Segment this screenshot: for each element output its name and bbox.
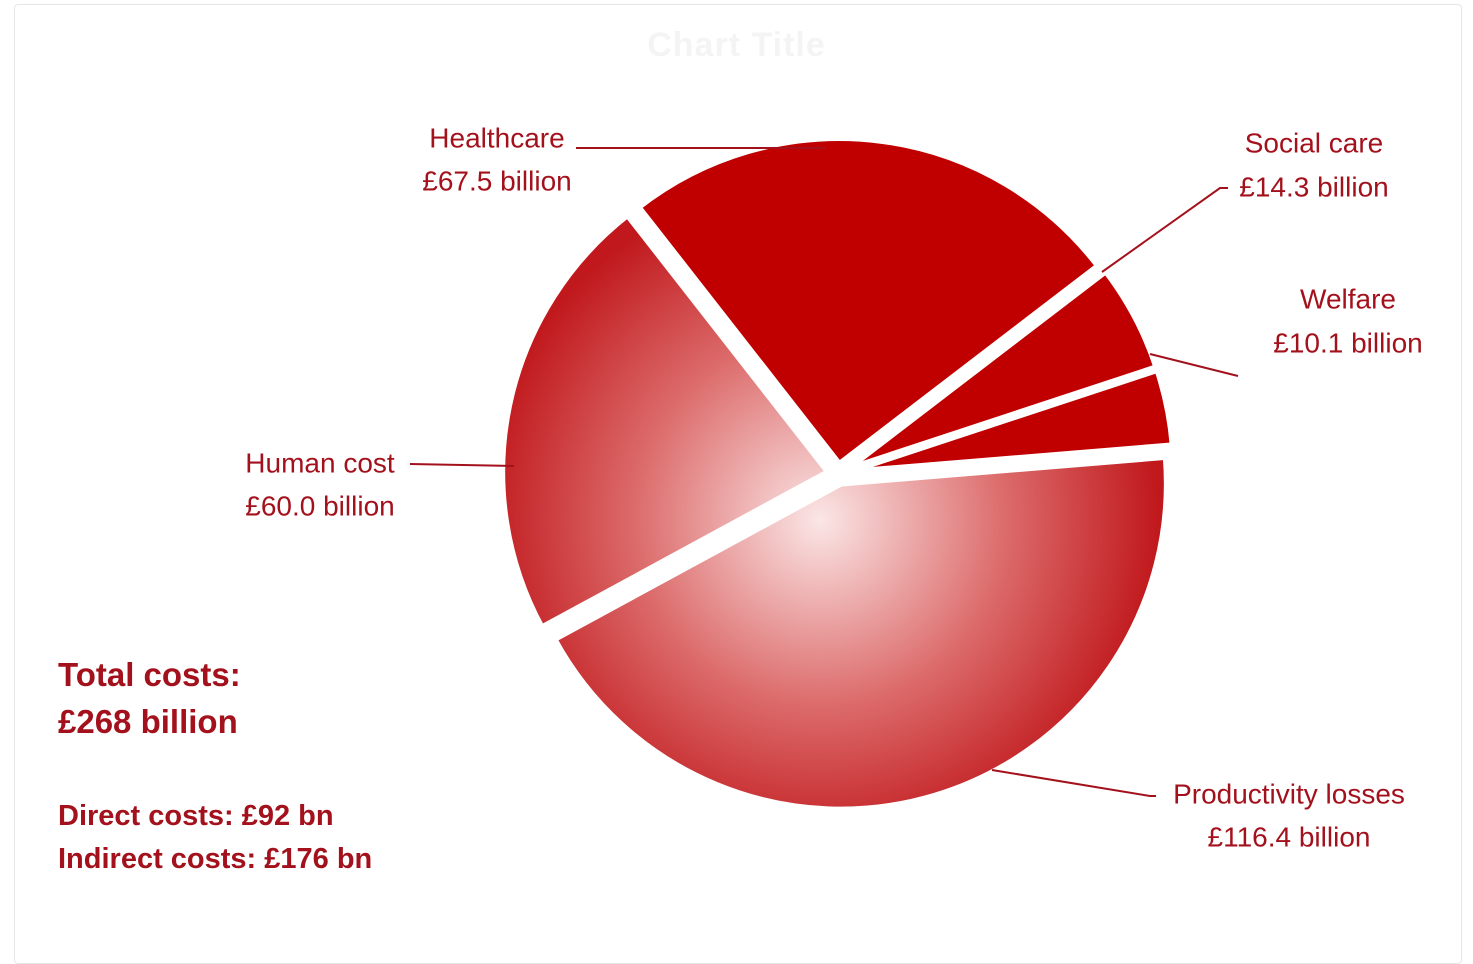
total-costs-value: £268 billion [58,703,238,740]
chart-title: Chart Title [647,26,826,64]
slice-value-welfare: £10.1 billion [1273,327,1422,358]
slice-label-healthcare: Healthcare [429,122,564,153]
slice-label-social-care: Social care [1245,127,1384,158]
leader-line-human-cost [409,463,515,467]
pie-slice-healthcare [635,135,1102,468]
leader-line-productivity-losses [991,769,1156,797]
leader-line-welfare [1149,353,1239,377]
pie-chart: Healthcare £67.5 billion Social care £14.3 … [245,122,1422,852]
slice-label-welfare: Welfare [1300,283,1396,314]
direct-costs-text: Direct costs: £92 bn [58,800,334,832]
leader-line-social-care [1101,187,1228,273]
slice-value-productivity-losses: £116.4 billion [1208,821,1371,852]
pie-slice-human-cost [499,212,832,631]
total-costs-label: Total costs: [58,656,241,693]
slice-label-human-cost: Human cost [245,447,395,478]
slice-value-social-care: £14.3 billion [1239,171,1388,202]
slice-value-human-cost: £60.0 billion [245,490,394,521]
pie-slice-welfare [844,366,1176,476]
slice-label-productivity-losses: Productivity losses [1173,778,1405,809]
slice-value-healthcare: £67.5 billion [422,165,571,196]
indirect-costs-text: Indirect costs: £176 bn [58,843,373,875]
pie-slice-productivity-losses [551,453,1170,813]
